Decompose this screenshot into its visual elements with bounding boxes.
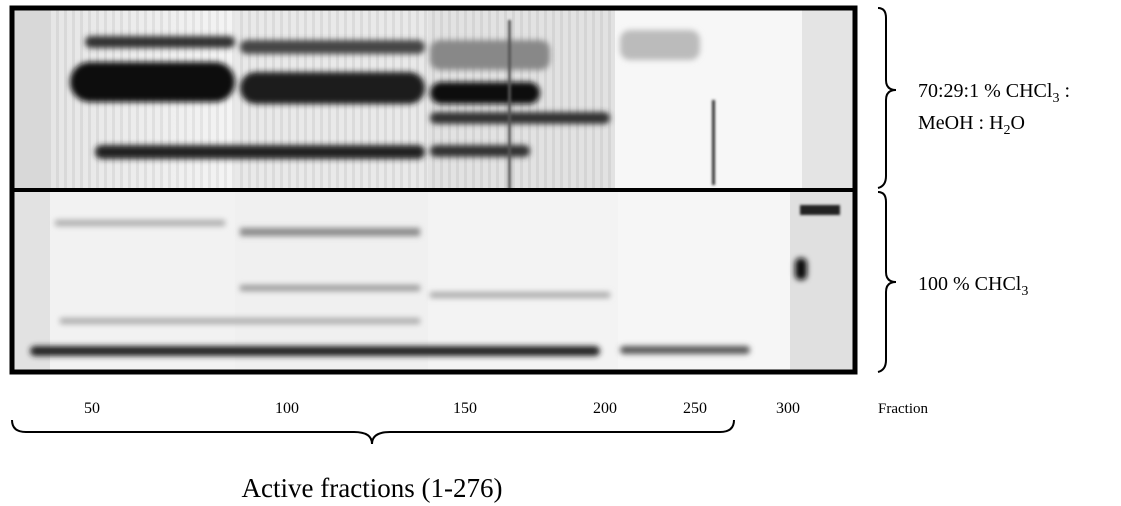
fraction-label: 200 <box>593 400 617 417</box>
fraction-label: 100 <box>275 400 299 417</box>
text-part: O <box>1011 112 1025 134</box>
fraction-axis-title: Fraction <box>878 401 928 417</box>
braces <box>11 7 897 445</box>
fraction-label: 50 <box>84 400 100 417</box>
fraction-label: 150 <box>453 400 477 417</box>
fraction-label: 300 <box>776 400 800 417</box>
text-part: 100 % CHCl <box>918 273 1022 295</box>
text-part: 3 <box>1021 284 1028 299</box>
solvent-label: MeOH : H2O <box>918 112 1025 138</box>
fraction-label: 250 <box>683 400 707 417</box>
active-range-label: Active fractions (1-276) <box>242 473 503 503</box>
tlc-plates <box>12 8 855 372</box>
text-part: 3 <box>1052 91 1059 106</box>
solvent-label: 100 % CHCl3 <box>918 273 1028 299</box>
text-part: 2 <box>1004 123 1011 138</box>
panel-frame <box>9 5 858 375</box>
solvent-label: 70:29:1 % CHCl3 : <box>918 80 1070 106</box>
text-part: : <box>1059 80 1070 102</box>
text-part: MeOH : H <box>918 112 1004 134</box>
text-part: 70:29:1 % CHCl <box>918 80 1053 102</box>
